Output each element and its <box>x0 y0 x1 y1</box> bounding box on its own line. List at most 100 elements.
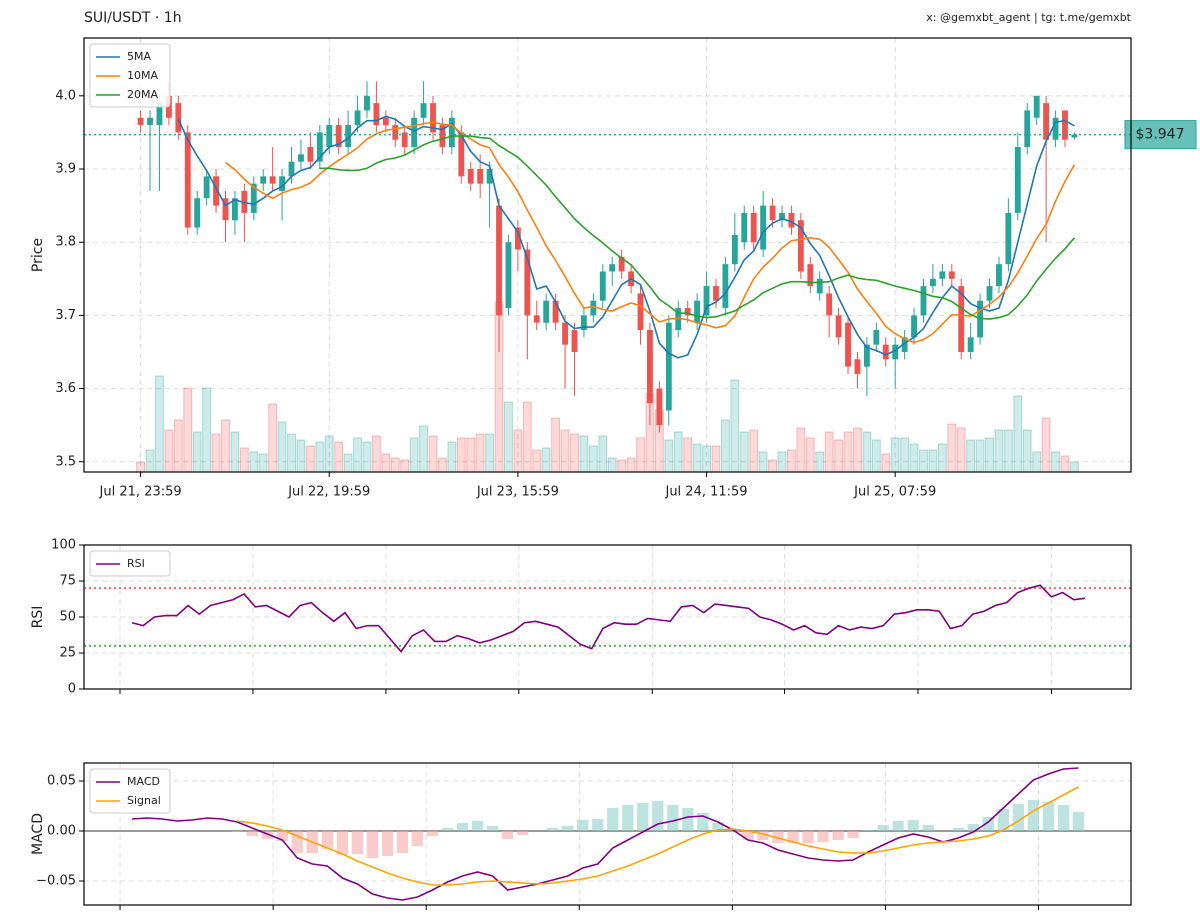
volume-bar <box>739 431 749 473</box>
candle-body <box>816 278 823 294</box>
candle-body <box>562 322 568 345</box>
volume-bar <box>296 439 306 473</box>
volume-bar <box>777 451 787 473</box>
histogram-bar <box>426 831 439 836</box>
candle-body <box>684 308 691 316</box>
candle-body <box>863 344 870 367</box>
candle-body <box>448 117 455 148</box>
volume-bar <box>221 419 230 473</box>
candle-body <box>703 286 710 316</box>
volume-bar <box>673 431 683 473</box>
candle-body <box>967 337 974 352</box>
y-tick-label: 3.7 <box>55 308 76 323</box>
y-tick-label: 75 <box>59 574 76 589</box>
volume-bar <box>966 439 976 473</box>
candle-body <box>1014 147 1021 213</box>
candle-body <box>741 212 748 243</box>
panel: 3.5 3.6 3.7 3.8 3.9 4.0 Jul 21, 23:59 Jul 22, 1… <box>30 37 1197 500</box>
series-line <box>224 121 1076 344</box>
histogram-bar <box>1057 805 1070 831</box>
series-line <box>131 584 1086 653</box>
price-tag-label: $3.947 <box>1136 127 1185 143</box>
candle-body <box>411 117 418 148</box>
axes-frame <box>83 762 1132 906</box>
series-line <box>237 786 1079 886</box>
histogram-bar <box>847 831 859 838</box>
y-tick-label: 3.6 <box>55 381 76 396</box>
volume-bar <box>239 447 249 473</box>
histogram-bar <box>952 828 964 831</box>
candle-body <box>298 154 304 162</box>
x-tick-label: Jul 25, 07:59 <box>853 485 936 500</box>
volume-bar <box>787 449 796 473</box>
candle-body <box>420 103 427 118</box>
candle-body <box>911 315 917 338</box>
candle-body <box>873 330 880 345</box>
candle-body <box>137 117 144 126</box>
volume-bar <box>164 429 174 473</box>
candle-body <box>373 103 380 126</box>
volume-bar <box>900 437 910 473</box>
candle-body <box>618 256 625 272</box>
candle-body <box>986 286 993 301</box>
candle-body <box>882 344 889 360</box>
volume-bar <box>419 425 428 473</box>
x-tick-label: Jul 24, 11:59 <box>664 485 747 500</box>
y-axis-label: Price <box>30 238 46 272</box>
y-tick-label: 0 <box>68 682 76 697</box>
volume-bar <box>230 431 240 473</box>
y-tick-label: 3.8 <box>55 235 76 250</box>
legend-box <box>89 43 171 108</box>
volume-bar <box>758 451 768 473</box>
histogram-bar <box>261 831 273 839</box>
candle-body <box>184 132 191 228</box>
histogram-bar <box>967 824 979 831</box>
volume-bar <box>268 403 278 473</box>
histogram-bar <box>637 803 649 831</box>
histogram-bar <box>697 813 709 831</box>
volume-bar <box>541 447 551 473</box>
volume-bar <box>475 433 485 473</box>
volume-bar <box>532 449 542 473</box>
volume-bar <box>985 437 994 473</box>
histogram-bar <box>982 817 994 831</box>
histogram-bar <box>1042 802 1055 831</box>
candle-body <box>845 322 851 367</box>
volume-bar <box>560 429 570 473</box>
candle-body <box>543 300 550 323</box>
y-tick-label: 3.5 <box>55 454 76 469</box>
volume-bar <box>824 431 834 473</box>
histogram-bar <box>622 805 634 831</box>
histogram-bar <box>907 820 919 831</box>
x-tick-label: Jul 22, 19:59 <box>287 485 370 500</box>
histogram-bar <box>802 831 814 843</box>
histogram-bar <box>547 828 559 831</box>
chart-title: SUI/USDT · 1h <box>84 10 182 26</box>
candle-body <box>147 117 153 126</box>
volume-bar <box>937 443 947 473</box>
y-tick-label: 0.05 <box>47 774 76 789</box>
candle-body <box>948 271 955 279</box>
candle-body <box>637 293 644 331</box>
volume-bar <box>975 439 985 473</box>
histogram-bar <box>471 821 484 831</box>
volume-bar <box>796 427 806 473</box>
candle-body <box>213 176 219 206</box>
candle-body <box>797 220 804 272</box>
candle-body <box>156 103 163 126</box>
candle-body <box>194 198 201 228</box>
legend-box <box>89 550 171 577</box>
volume-bar <box>720 419 730 473</box>
candle-body <box>609 264 616 272</box>
volume-bar <box>551 417 561 473</box>
y-axis-label: MACD <box>30 813 46 855</box>
histogram-bar <box>727 831 739 832</box>
histogram-bar <box>1012 804 1024 831</box>
volume-bar <box>834 439 844 473</box>
axes-frame <box>83 37 1132 473</box>
candle-body <box>203 176 210 199</box>
volume-bar <box>183 387 193 473</box>
candle-body <box>552 300 559 323</box>
candle-body <box>430 103 436 133</box>
